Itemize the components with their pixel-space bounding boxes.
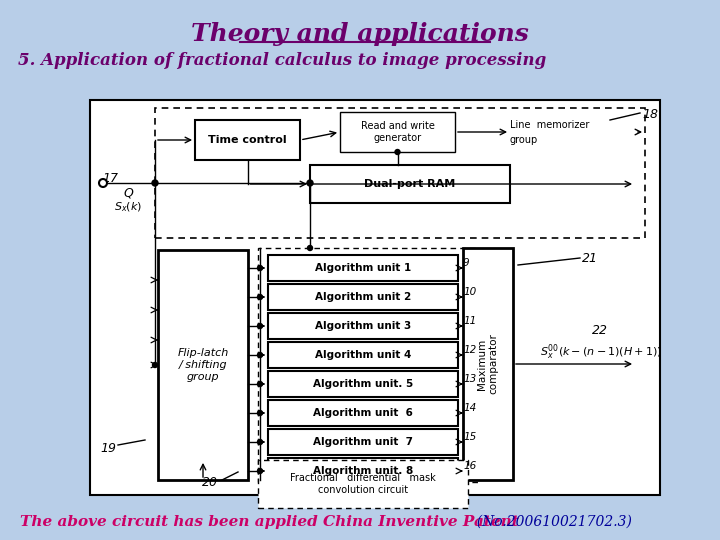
Bar — [268, 371, 458, 397]
Bar — [90, 100, 660, 495]
Text: 19: 19 — [100, 442, 116, 455]
Bar — [158, 250, 248, 480]
Text: Flip-latch
/ shifting
group: Flip-latch / shifting group — [177, 348, 229, 382]
Text: $S_x(k)$: $S_x(k)$ — [114, 200, 142, 214]
Text: Q: Q — [123, 186, 133, 199]
Text: Line  memorizer: Line memorizer — [510, 120, 590, 130]
Circle shape — [99, 179, 107, 187]
Bar — [310, 165, 510, 203]
Text: 9: 9 — [463, 258, 469, 268]
Bar — [340, 112, 455, 152]
Circle shape — [258, 410, 263, 415]
Circle shape — [307, 246, 312, 251]
Text: $S_x^{00}(k-(n-1)(H+1))$: $S_x^{00}(k-(n-1)(H+1))$ — [540, 342, 662, 362]
Text: Algorithm unit 3: Algorithm unit 3 — [315, 321, 411, 331]
Text: Theory and applications: Theory and applications — [191, 22, 529, 46]
Bar — [195, 120, 300, 160]
Bar — [155, 108, 645, 238]
Circle shape — [152, 180, 158, 186]
Circle shape — [258, 294, 263, 300]
Circle shape — [258, 469, 263, 474]
Text: 5. Application of fractional calculus to image processing: 5. Application of fractional calculus to… — [18, 52, 546, 69]
Text: 14: 14 — [463, 403, 476, 413]
Text: The above circuit has been applied China Inventive Patent: The above circuit has been applied China… — [20, 515, 518, 529]
Text: 15: 15 — [463, 432, 476, 442]
Text: 10: 10 — [463, 287, 476, 297]
Circle shape — [258, 381, 263, 387]
Bar — [258, 460, 468, 508]
Bar — [463, 248, 513, 480]
Circle shape — [258, 353, 263, 357]
Text: 13: 13 — [463, 374, 476, 384]
Circle shape — [395, 150, 400, 154]
Text: Algorithm unit  6: Algorithm unit 6 — [313, 408, 413, 418]
Text: 20: 20 — [202, 476, 218, 489]
Circle shape — [258, 323, 263, 328]
Text: 11: 11 — [463, 316, 476, 326]
Text: Algorithm unit 4: Algorithm unit 4 — [315, 350, 411, 360]
Bar — [268, 400, 458, 426]
Text: group: group — [510, 135, 539, 145]
Text: Dual-port RAM: Dual-port RAM — [364, 179, 456, 189]
Text: Algorithm unit. 5: Algorithm unit. 5 — [313, 379, 413, 389]
Bar — [268, 458, 458, 484]
Circle shape — [153, 362, 158, 368]
Text: 22: 22 — [592, 323, 608, 336]
Text: Fractional   differential   mask
convolution circuit: Fractional differential mask convolution… — [290, 473, 436, 495]
Text: Read and write
generator: Read and write generator — [361, 121, 434, 143]
Text: Maximum
comparator: Maximum comparator — [477, 334, 499, 394]
Text: 21: 21 — [582, 252, 598, 265]
Text: 17: 17 — [102, 172, 118, 185]
Bar — [268, 342, 458, 368]
Circle shape — [307, 180, 313, 186]
Text: Time control: Time control — [208, 135, 287, 145]
Circle shape — [258, 440, 263, 444]
Text: Algorithm unit. 8: Algorithm unit. 8 — [313, 466, 413, 476]
Text: Algorithm unit 1: Algorithm unit 1 — [315, 263, 411, 273]
Bar — [258, 248, 478, 482]
Text: 16: 16 — [463, 461, 476, 471]
Circle shape — [258, 266, 263, 271]
Text: 12: 12 — [463, 345, 476, 355]
Text: Algorithm unit  7: Algorithm unit 7 — [313, 437, 413, 447]
Bar — [268, 255, 458, 281]
Text: (No.200610021702.3): (No.200610021702.3) — [468, 515, 632, 529]
Text: 18: 18 — [642, 109, 658, 122]
Bar — [268, 284, 458, 310]
Bar — [268, 313, 458, 339]
Text: Algorithm unit 2: Algorithm unit 2 — [315, 292, 411, 302]
Bar — [268, 429, 458, 455]
